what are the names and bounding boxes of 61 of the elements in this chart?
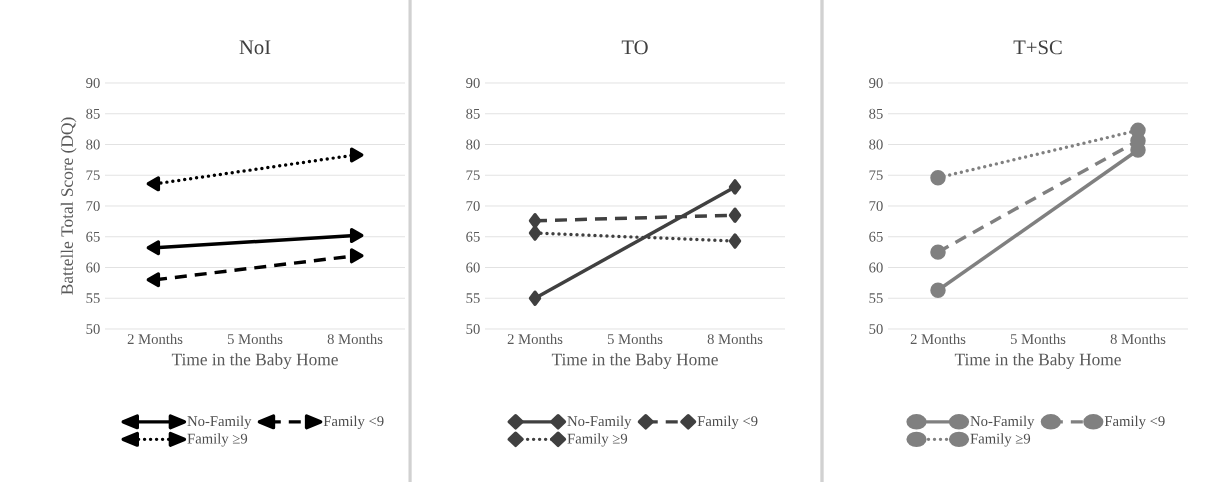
legend-label: Family ≥9 <box>187 433 248 447</box>
y-tick-label: 50 <box>466 324 480 334</box>
y-tick-label: 85 <box>869 108 883 119</box>
y-axis-title: Battelle Total Score (DQ) <box>60 117 77 295</box>
legend-label: Family ≥9 <box>970 433 1031 447</box>
y-tick-label: 85 <box>466 108 480 119</box>
legend-label: Family ≥9 <box>567 433 628 447</box>
x-axis-title: Time in the Baby Home <box>171 353 338 369</box>
x-axis-title: Time in the Baby Home <box>551 353 718 369</box>
chart-title: T+SC <box>1013 40 1062 55</box>
point <box>930 169 946 186</box>
x-tick-label: 2 Months <box>127 333 183 345</box>
y-tick-label: 80 <box>86 139 100 150</box>
y-tick-label: 50 <box>86 324 100 334</box>
x-tick-label: 5 Months <box>227 333 283 345</box>
y-tick-label: 85 <box>86 108 100 119</box>
point <box>728 233 742 249</box>
y-tick-label: 90 <box>466 78 480 88</box>
y-tick-label: 70 <box>869 201 883 211</box>
x-tick-label: 8 Months <box>327 333 383 345</box>
legend-label: No-Family <box>187 415 252 430</box>
y-tick-label: 75 <box>466 170 480 181</box>
y-tick-label: 65 <box>466 231 480 242</box>
y-tick-label: 80 <box>466 139 480 150</box>
x-axis-title: Time in the Baby Home <box>954 353 1121 369</box>
y-tick-label: 60 <box>86 262 100 273</box>
legend-label: No-Family <box>970 415 1035 430</box>
point <box>930 244 946 260</box>
point <box>528 213 542 229</box>
y-tick-label: 60 <box>466 262 480 273</box>
chart-title: TO <box>621 40 648 55</box>
y-tick-label: 55 <box>466 293 480 304</box>
point <box>528 225 542 241</box>
x-tick-label: 8 Months <box>1110 333 1166 345</box>
legend-label: Family <9 <box>323 415 384 430</box>
point <box>528 290 542 306</box>
y-tick-label: 55 <box>86 293 100 304</box>
y-tick-label: 75 <box>869 170 883 181</box>
y-tick-label: 70 <box>466 201 480 211</box>
y-tick-label: 65 <box>869 231 883 242</box>
y-tick-label: 70 <box>86 201 100 211</box>
y-tick-label: 90 <box>86 78 100 88</box>
point <box>728 179 742 195</box>
y-tick-label: 80 <box>869 139 883 150</box>
x-tick-label: 5 Months <box>1010 333 1066 345</box>
legend-label: Family <9 <box>697 415 758 430</box>
point <box>728 207 742 223</box>
x-tick-label: 2 Months <box>910 333 966 345</box>
y-tick-label: 60 <box>869 262 883 273</box>
point <box>930 282 946 298</box>
y-tick-label: 65 <box>86 231 100 242</box>
y-tick-label: 55 <box>869 293 883 304</box>
y-tick-label: 50 <box>869 324 883 334</box>
legend-label: Family <9 <box>1104 415 1165 430</box>
y-tick-label: 90 <box>869 78 883 88</box>
legend-label: No-Family <box>567 415 632 430</box>
y-tick-label: 75 <box>86 170 100 181</box>
x-tick-label: 8 Months <box>707 333 763 345</box>
x-tick-label: 2 Months <box>507 333 563 345</box>
chart-title: NoI <box>239 40 271 55</box>
x-tick-label: 5 Months <box>607 333 663 345</box>
